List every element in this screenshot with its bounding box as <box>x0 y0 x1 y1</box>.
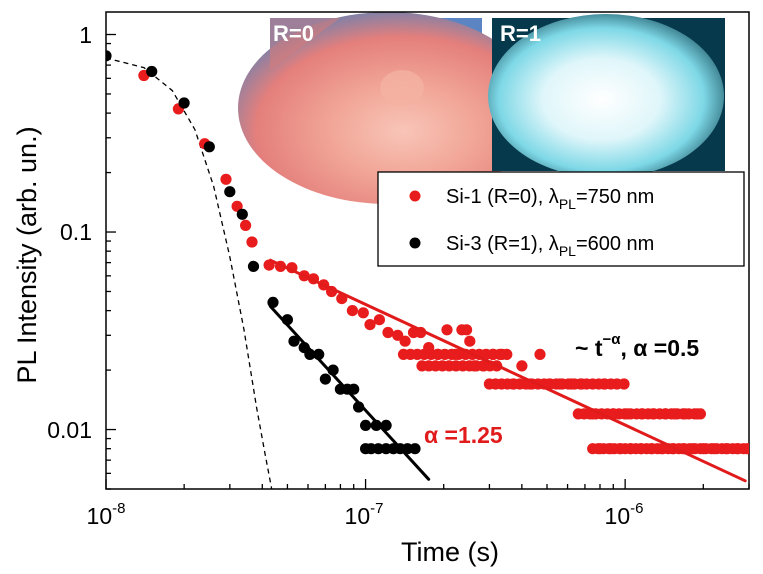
legend-label-si-3: Si-3 (R=1), λPL=600 nm <box>446 233 654 259</box>
point-si-3 <box>348 383 360 395</box>
legend: Si-1 (R=0), λPL=750 nm Si-3 (R=1), λPL=6… <box>377 171 745 267</box>
point-si-1 <box>220 173 232 185</box>
inset-r0: R=0 <box>238 12 538 204</box>
fit-red-line <box>268 258 747 483</box>
inset-r0-label: R=0 <box>273 21 314 46</box>
annotation-alpha-red: α =1.25 <box>424 422 503 448</box>
point-si-3 <box>236 208 248 220</box>
point-si-1 <box>357 307 369 319</box>
point-si-1 <box>461 324 473 336</box>
point-si-3 <box>370 419 382 431</box>
point-si-3 <box>288 335 300 347</box>
plot-frame <box>105 11 750 490</box>
point-si-1 <box>399 335 411 347</box>
fit-black-line <box>268 304 431 481</box>
legend-box <box>377 171 745 267</box>
point-si-1 <box>534 348 546 360</box>
point-si-3 <box>319 373 331 385</box>
point-si-1 <box>441 324 453 336</box>
point-si-3 <box>224 186 236 198</box>
point-si-3 <box>106 50 112 62</box>
y-tick-label-0.01: 0.01 <box>47 417 92 443</box>
point-si-1 <box>364 319 376 331</box>
point-si-1 <box>501 348 513 360</box>
x-tick-label-1e-8: 10-8 <box>87 500 126 529</box>
point-si-3 <box>372 443 384 455</box>
x-tick-label-1e-7: 10-7 <box>345 500 384 529</box>
point-si-3 <box>178 97 190 109</box>
point-si-3 <box>409 443 421 455</box>
point-si-1 <box>231 200 243 212</box>
point-si-3 <box>203 141 215 153</box>
x-axis-title: Time (s) <box>401 537 499 567</box>
point-si-1 <box>246 236 258 248</box>
inset-r1: R=1 <box>488 14 725 178</box>
point-si-3 <box>247 260 260 272</box>
y-tick-label-0.1: 0.1 <box>60 219 92 245</box>
point-si-1 <box>743 443 749 455</box>
point-si-1 <box>694 408 707 420</box>
x-tick-label-1e-6: 10-6 <box>605 500 644 529</box>
point-si-1 <box>240 219 252 231</box>
point-si-1 <box>516 360 528 372</box>
axis-ticks <box>105 33 750 490</box>
point-si-1 <box>464 335 476 347</box>
point-si-3 <box>146 65 158 78</box>
y-axis-title: PL Intensity (arb. un.) <box>12 126 42 383</box>
legend-marker-si-3 <box>409 237 421 249</box>
legend-label-si-1: Si-1 (R=0), λPL=750 nm <box>446 186 654 212</box>
y-tick-label-1: 1 <box>79 22 92 48</box>
point-si-1 <box>382 326 394 339</box>
inset-r1-label: R=1 <box>500 21 541 46</box>
point-si-1 <box>611 378 623 390</box>
reference-decay-curve <box>106 57 273 489</box>
point-si-3 <box>360 419 372 431</box>
point-si-1 <box>373 314 385 326</box>
point-si-1 <box>346 305 358 317</box>
legend-marker-si-1 <box>409 190 421 202</box>
data-layer <box>106 50 749 489</box>
annotation-power-law: ~ t−α, α =0.5 <box>575 331 699 361</box>
